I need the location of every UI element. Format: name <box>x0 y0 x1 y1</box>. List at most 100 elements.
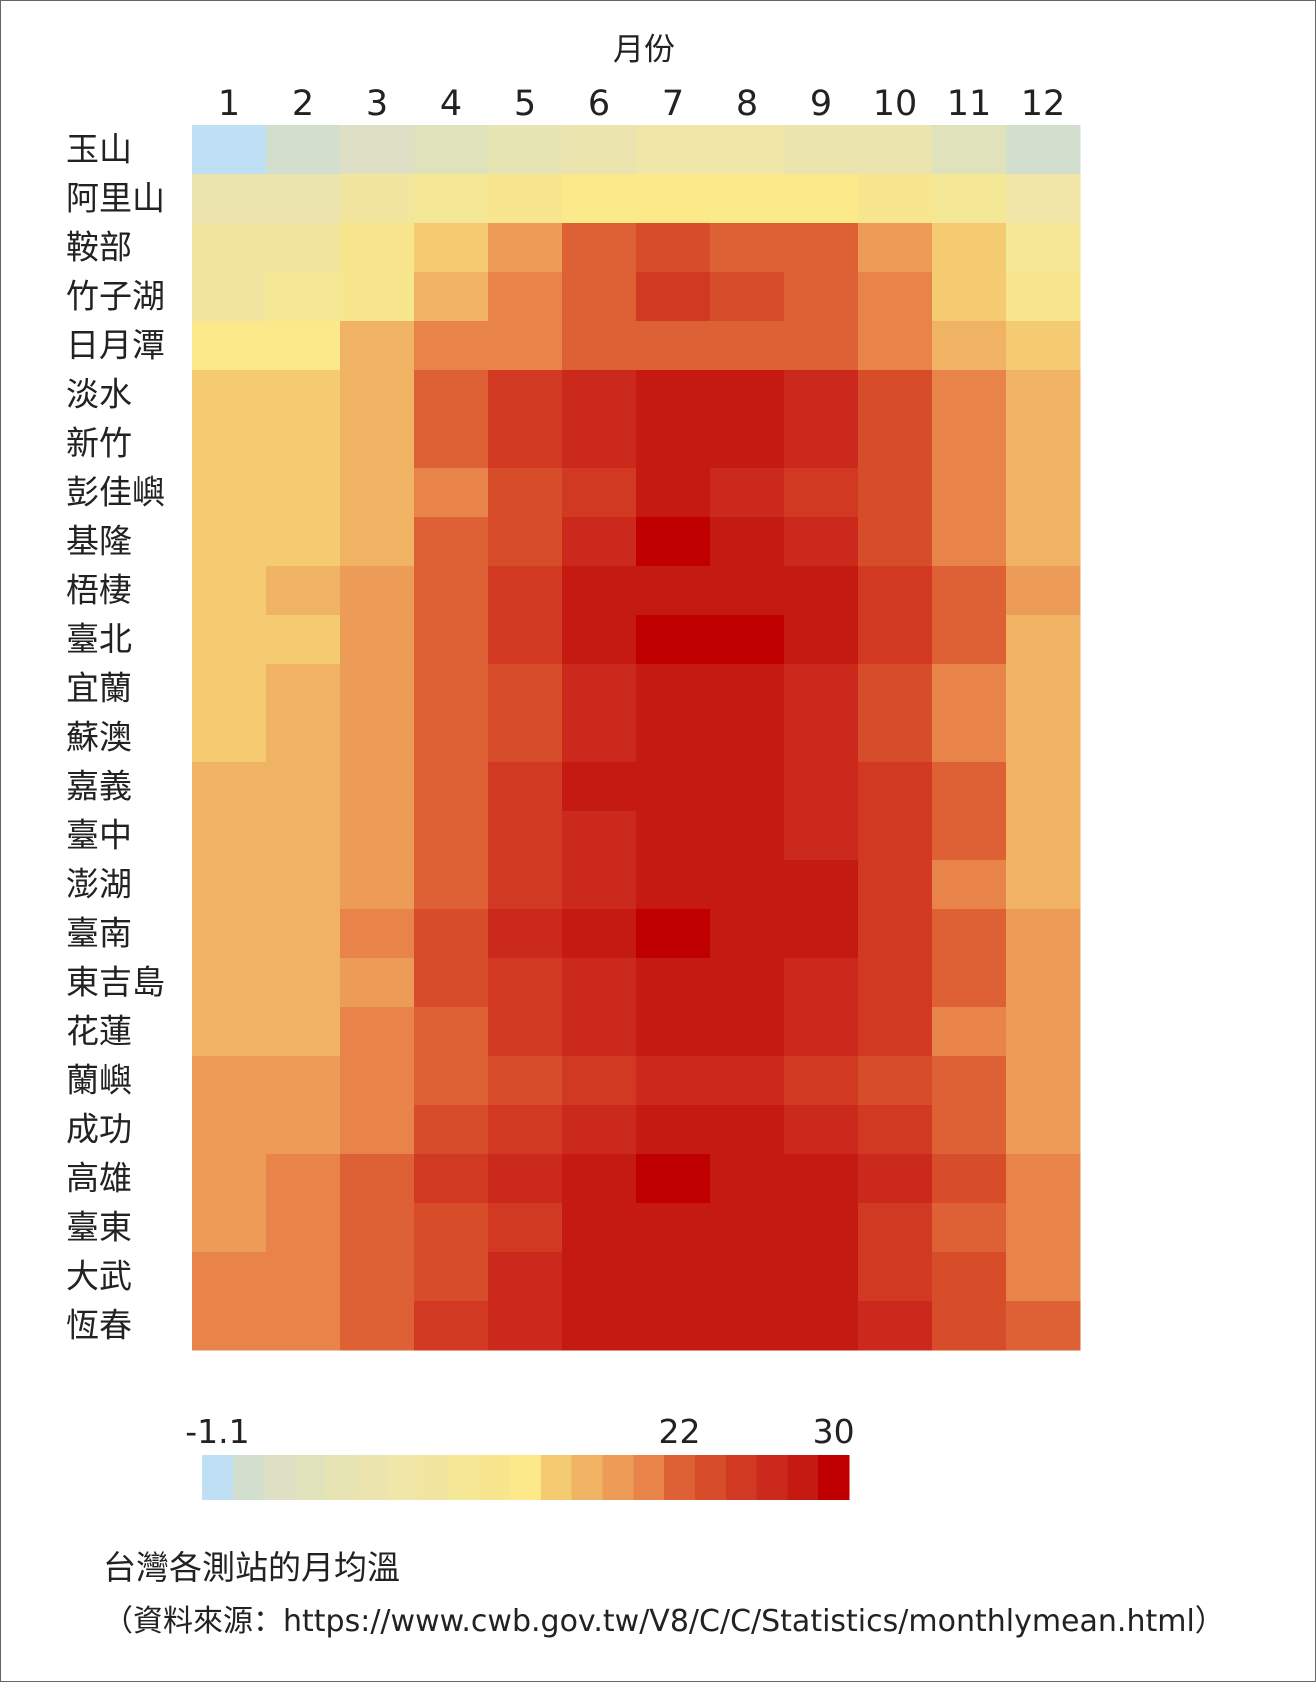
heatmap-cell <box>784 615 859 665</box>
heatmap-cell <box>562 1252 637 1302</box>
heatmap-cell <box>192 1154 267 1204</box>
heatmap-cell <box>784 419 859 469</box>
heatmap-cell <box>488 762 563 812</box>
heatmap-cell <box>784 664 859 714</box>
heatmap-cell <box>266 272 341 322</box>
heatmap-cell <box>192 174 267 224</box>
heatmap-cell <box>414 762 489 812</box>
heatmap-cell <box>488 860 563 910</box>
heatmap-cell <box>636 1301 711 1351</box>
colorbar <box>202 1455 850 1500</box>
heatmap-cell <box>414 370 489 420</box>
heatmap-cell <box>858 1154 933 1204</box>
heatmap-cell <box>710 713 785 763</box>
heatmap-cell <box>932 517 1007 567</box>
heatmap-cell <box>562 223 637 273</box>
heatmap-cell <box>784 713 859 763</box>
heatmap-cell <box>488 419 563 469</box>
heatmap-cell <box>488 664 563 714</box>
heatmap-cell <box>636 1056 711 1106</box>
heatmap-cell <box>488 713 563 763</box>
heatmap-cell <box>192 762 267 812</box>
heatmap-cell <box>414 517 489 567</box>
heatmap-cell <box>858 1007 933 1057</box>
heatmap-cell <box>414 125 489 175</box>
heatmap-cell <box>192 419 267 469</box>
heatmap-cell <box>488 566 563 616</box>
heatmap-cell <box>340 370 415 420</box>
heatmap-cell <box>710 860 785 910</box>
month-label: 7 <box>662 84 684 124</box>
chart-title: 台灣各測站的月均溫 <box>103 1548 400 1587</box>
heatmap-cell <box>784 1056 859 1106</box>
heatmap-cell <box>192 909 267 959</box>
heatmap-cell <box>858 762 933 812</box>
heatmap-cell <box>932 615 1007 665</box>
heatmap-cell <box>562 272 637 322</box>
heatmap-cell <box>784 1252 859 1302</box>
heatmap-cell <box>636 1007 711 1057</box>
heatmap-cell <box>710 909 785 959</box>
heatmap-cell <box>414 1154 489 1204</box>
heatmap-cell <box>858 517 933 567</box>
station-label: 鞍部 <box>66 228 132 267</box>
heatmap-cell <box>340 1154 415 1204</box>
heatmap-cell <box>1006 223 1081 273</box>
heatmap-cell <box>562 1007 637 1057</box>
heatmap-cell <box>784 1154 859 1204</box>
colorbar-swatch <box>725 1455 758 1500</box>
heatmap-cell <box>1006 1154 1081 1204</box>
heatmap-cell <box>488 174 563 224</box>
heatmap-cell <box>1006 664 1081 714</box>
heatmap-cell <box>932 566 1007 616</box>
heatmap-cell <box>858 811 933 861</box>
heatmap-cell <box>340 321 415 371</box>
heatmap-cell <box>266 762 341 812</box>
heatmap-cell <box>414 223 489 273</box>
heatmap-cell <box>1006 419 1081 469</box>
heatmap-cell <box>562 713 637 763</box>
heatmap-cell <box>636 958 711 1008</box>
heatmap-cells <box>192 125 1081 1351</box>
heatmap-cell <box>784 566 859 616</box>
heatmap-cell <box>1006 272 1081 322</box>
heatmap-cell <box>340 419 415 469</box>
colorbar-tick-label: 22 <box>659 1412 701 1451</box>
heatmap-cell <box>266 1105 341 1155</box>
station-label: 花蓮 <box>66 1012 132 1051</box>
month-label: 11 <box>947 84 992 124</box>
heatmap-cell <box>710 223 785 273</box>
heatmap-cell <box>1006 321 1081 371</box>
station-label: 臺南 <box>66 914 132 953</box>
heatmap-cell <box>1006 860 1081 910</box>
heatmap-cell <box>1006 1007 1081 1057</box>
heatmap-cell <box>192 272 267 322</box>
heatmap-cell <box>932 370 1007 420</box>
heatmap-cell <box>932 1203 1007 1253</box>
heatmap-cell <box>1006 909 1081 959</box>
heatmap-cell <box>488 468 563 518</box>
heatmap-cell <box>414 1056 489 1106</box>
heatmap-cell <box>266 958 341 1008</box>
heatmap-cell <box>710 566 785 616</box>
heatmap-cell <box>1006 468 1081 518</box>
colorbar-swatch <box>510 1455 542 1500</box>
month-label: 2 <box>292 84 314 124</box>
heatmap-cell <box>266 419 341 469</box>
station-label: 梧棲 <box>66 571 132 610</box>
heatmap-cell <box>192 664 267 714</box>
heatmap-cell <box>858 1105 933 1155</box>
column-labels: 1 2 3 4 5 6 7 8 9 10 11 12 <box>218 84 1065 124</box>
heatmap-cell <box>1006 1252 1081 1302</box>
heatmap-cell <box>1006 762 1081 812</box>
colorbar-tick-label: -1.1 <box>185 1412 249 1451</box>
heatmap-cell <box>340 958 415 1008</box>
heatmap-cell <box>932 713 1007 763</box>
heatmap-cell <box>636 370 711 420</box>
heatmap-cell <box>784 468 859 518</box>
heatmap-cell <box>562 321 637 371</box>
colorbar-swatch <box>263 1455 295 1500</box>
month-label: 1 <box>218 84 240 124</box>
heatmap-cell <box>710 174 785 224</box>
